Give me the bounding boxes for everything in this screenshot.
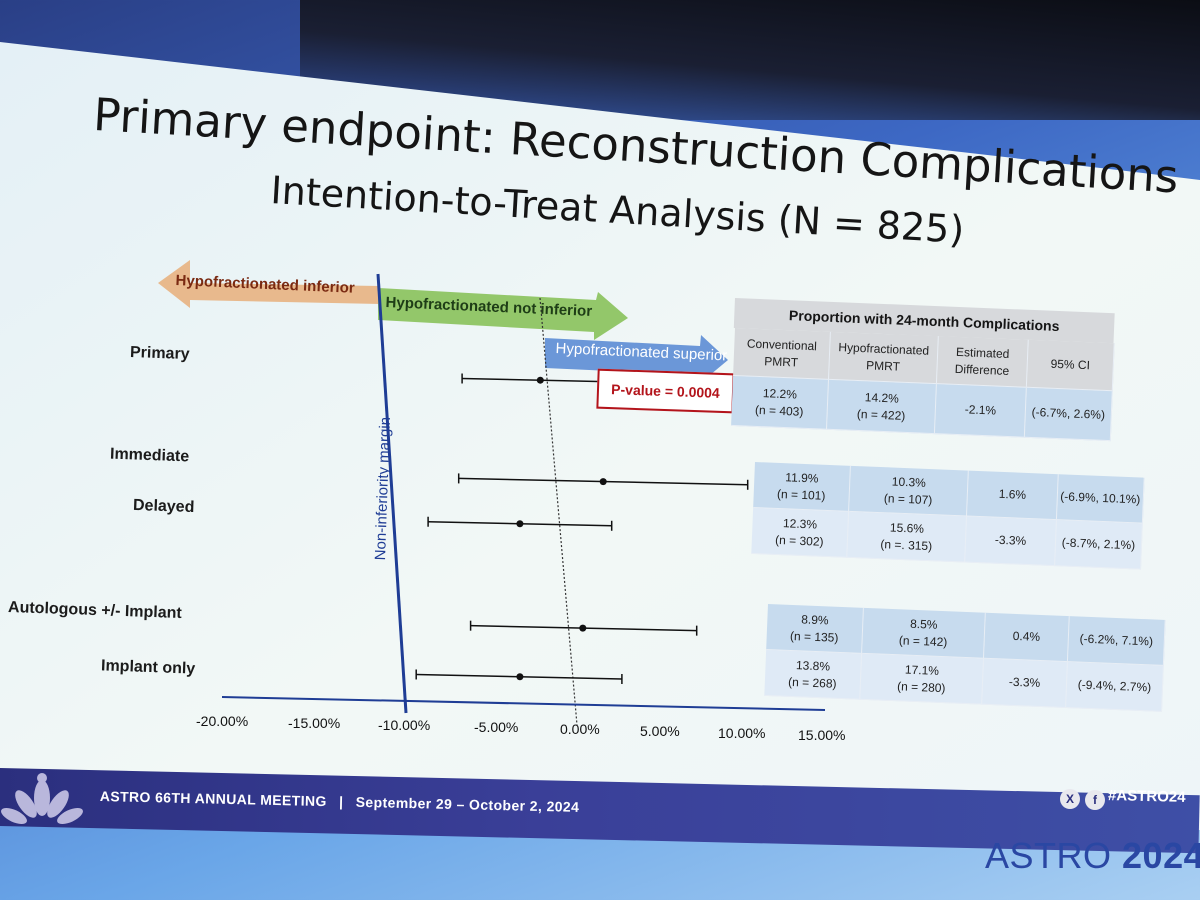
row-label-immediate: Immediate — [109, 445, 190, 466]
reference-dotted-line — [539, 297, 578, 726]
x-tick-label: -20.00% — [196, 713, 249, 729]
point-estimate — [536, 376, 544, 384]
facebook-icon[interactable]: f — [1085, 790, 1105, 810]
table-cell: 11.9% (n = 101) — [753, 462, 851, 512]
table-cell: -2.1% — [934, 384, 1027, 438]
table-cell: 15.6% (n =. 315) — [847, 511, 967, 563]
table-cell: (-6.2%, 7.1%) — [1067, 616, 1166, 666]
table-cell: 10.3% (n = 107) — [849, 465, 969, 517]
point-estimate — [516, 520, 524, 528]
non-inferiority-line — [376, 273, 408, 714]
p-value-box: P-value = 0.0004 — [596, 368, 735, 414]
table-cell: 8.9% (n = 135) — [766, 604, 864, 654]
table-cell: 14.2% (n = 422) — [826, 379, 937, 435]
table-cell: (-6.9%, 10.1%) — [1056, 474, 1145, 524]
results-table-timing: 11.9% (n = 101) 10.3% (n = 107) 1.6% (-6.9… — [751, 462, 1145, 570]
table-header-hypofractionated: Hypofractionated PMRT — [828, 331, 939, 385]
table-cell: 12.2% (n = 403) — [731, 375, 829, 430]
x-tick-label: 10.00% — [718, 725, 766, 741]
row-label-implant-only: Implant only — [100, 657, 196, 678]
results-table-type: 8.9% (n = 135) 8.5% (n = 142) 0.4% (-6.2%,… — [764, 604, 1166, 712]
table-cell: (-6.7%, 2.6%) — [1024, 387, 1113, 442]
table-cell: 0.4% — [983, 612, 1070, 663]
table-cell: -3.3% — [982, 658, 1068, 709]
lotus-logo-icon — [1, 773, 83, 825]
table-cell: (-9.4%, 2.7%) — [1066, 662, 1164, 712]
x-tick-label: -10.00% — [378, 717, 431, 733]
point-estimate — [599, 478, 607, 486]
row-label-primary: Primary — [129, 343, 190, 364]
row-label-delayed: Delayed — [132, 496, 195, 517]
table-header-ci: 95% CI — [1026, 339, 1115, 392]
table-cell: 8.5% (n = 142) — [862, 607, 986, 659]
x-tick-label: 5.00% — [640, 723, 680, 739]
table-cell: -3.3% — [965, 516, 1057, 567]
table-cell: 17.1% (n = 280) — [860, 653, 984, 705]
table-header-conventional: Conventional PMRT — [733, 328, 831, 380]
x-tick-label: 0.00% — [560, 721, 600, 737]
arrow-inferior-shape — [158, 260, 380, 308]
footer-hashtag: #ASTRO24 — [1107, 787, 1186, 806]
table-cell: 13.8% (n = 268) — [764, 649, 863, 700]
table-cell: 12.3% (n = 302) — [751, 507, 850, 558]
ci-group — [415, 373, 749, 685]
brand-name: ASTRO — [985, 835, 1112, 876]
brand-year: 2024 — [1122, 835, 1200, 876]
table-cell: 1.6% — [966, 470, 1059, 521]
table-cell: (-8.7%, 2.1%) — [1055, 520, 1143, 570]
x-axis-line — [221, 696, 826, 711]
x-tick-label: -5.00% — [474, 719, 519, 735]
footer-separator: | — [338, 793, 344, 810]
table-header-difference: Estimated Difference — [936, 336, 1029, 388]
astro-brand-mark: ASTRO 2024 — [985, 835, 1200, 877]
x-tick-label: 15.00% — [798, 727, 846, 743]
arrow-not-inferior-shape — [378, 288, 628, 340]
point-estimate — [516, 673, 524, 681]
results-table-primary: Conventional PMRT Hypofractionated PMRT … — [731, 328, 1115, 442]
point-estimate — [579, 624, 587, 632]
x-social-icon[interactable]: X — [1060, 789, 1080, 809]
x-tick-label: -15.00% — [288, 715, 341, 731]
